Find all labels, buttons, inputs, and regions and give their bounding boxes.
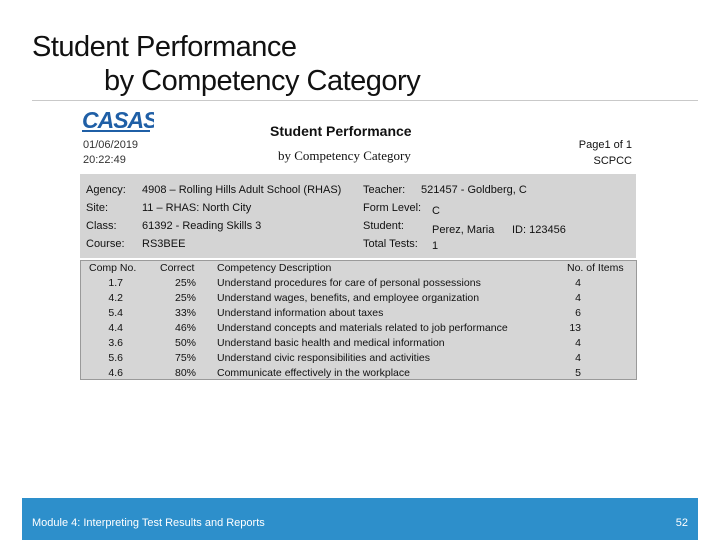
class-label: Class:	[86, 220, 117, 232]
cell-no-of-items: 4	[575, 292, 581, 304]
cell-no-of-items: 4	[575, 337, 581, 349]
cell-description: Understand procedures for care of person…	[217, 277, 481, 289]
slide-title: Student Performance by Competency Catego…	[32, 30, 421, 98]
teacher-value: 521457 - Goldberg, C	[421, 184, 527, 196]
casas-logo: CASAS	[80, 106, 154, 134]
cell-correct: 46%	[174, 322, 196, 334]
cell-description: Understand civic responsibilities and ac…	[217, 352, 431, 364]
cell-no-of-items: 4	[575, 277, 581, 289]
column-header-correct: Correct	[160, 262, 195, 274]
student-id: ID: 123456	[512, 224, 566, 236]
report-time: 20:22:49	[83, 154, 126, 166]
report-code: SCPCC	[593, 155, 632, 167]
class-value: 61392 - Reading Skills 3	[142, 220, 262, 232]
cell-correct: 33%	[174, 307, 196, 319]
title-divider	[32, 100, 698, 101]
cell-correct: 80%	[174, 367, 196, 379]
total-tests-value: 1	[432, 240, 439, 252]
cell-no-of-items: 5	[575, 367, 581, 379]
student-label: Student:	[363, 220, 404, 232]
cell-correct: 25%	[174, 277, 196, 289]
cell-description: Communicate effectively in the workplace	[217, 367, 410, 379]
total-tests-label: Total Tests:	[363, 238, 418, 250]
slide-title-line-2: by Competency Category	[104, 65, 421, 97]
cell-comp-no: 4.6	[108, 367, 123, 379]
cell-correct: 75%	[174, 352, 196, 364]
cell-description: Understand wages, benefits, and employee…	[217, 292, 480, 304]
casas-logo-text: CASAS	[82, 107, 154, 133]
footer-page-number: 52	[675, 517, 688, 529]
competency-table: Comp No. Correct Competency Description …	[80, 260, 637, 380]
footer-text: Module 4: Interpreting Test Results and …	[32, 517, 265, 529]
report-page: Page1 of 1	[578, 139, 632, 151]
cell-comp-no: 3.6	[108, 337, 123, 349]
cell-no-of-items: 6	[575, 307, 581, 319]
table-row: 4.4 46% Understand concepts and materials …	[81, 321, 636, 336]
slide-title-line-1: Student Performance	[32, 31, 297, 63]
cell-correct: 25%	[174, 292, 196, 304]
cell-description: Understand concepts and materials relate…	[217, 322, 508, 334]
cell-comp-no: 5.4	[108, 307, 123, 319]
cell-correct: 50%	[174, 337, 196, 349]
cell-comp-no: 4.2	[108, 292, 123, 304]
report-datetime: 01/06/2019 20:22:49	[83, 138, 138, 168]
table-row: 5.4 33% Understand information about taxes…	[81, 306, 636, 321]
column-header-comp-no: Comp No.	[89, 262, 137, 274]
teacher-label: Teacher:	[363, 184, 406, 196]
cell-comp-no: 5.6	[108, 352, 123, 364]
report-title: Student Performance	[270, 123, 412, 139]
student-value: Perez, Maria	[432, 224, 495, 236]
report-page-info: Page1 of 1 SCPCC	[579, 137, 632, 169]
cell-description: Understand basic health and medical info…	[217, 337, 445, 349]
form-level-value: C	[432, 205, 440, 217]
report-date: 01/06/2019	[83, 139, 139, 151]
table-row: 5.6 75% Understand civic responsibilities …	[81, 351, 636, 366]
slide-footer: Module 4: Interpreting Test Results and …	[22, 498, 698, 540]
site-label: Site:	[86, 202, 109, 214]
course-label: Course:	[86, 238, 125, 250]
table-row: 4.6 80% Communicate effectively in the wor…	[81, 366, 636, 381]
report-image: CASAS Student Performance by Competency …	[80, 104, 638, 394]
report-info-panel: Agency: 4908 – Rolling Hills Adult Schoo…	[80, 174, 636, 258]
column-header-no-of-items: No. of Items	[567, 262, 624, 274]
table-row: 4.2 25% Understand wages, benefits, and em…	[81, 291, 636, 306]
cell-no-of-items: 4	[575, 352, 581, 364]
cell-description: Understand information about taxes	[217, 307, 384, 319]
report-subtitle: by Competency Category	[278, 148, 411, 163]
column-header-description: Competency Description	[217, 262, 332, 274]
cell-comp-no: 4.4	[108, 322, 123, 334]
course-value: RS3BEE	[142, 238, 186, 250]
site-value: 11 – RHAS: North City	[142, 202, 252, 214]
cell-no-of-items: 13	[569, 322, 581, 334]
agency-label: Agency:	[86, 184, 126, 196]
cell-comp-no: 1.7	[108, 277, 123, 289]
table-row: 3.6 50% Understand basic health and medica…	[81, 336, 636, 351]
agency-value: 4908 – Rolling Hills Adult School (RHAS)	[142, 184, 342, 196]
form-level-label: Form Level:	[363, 202, 422, 214]
table-row: 1.7 25% Understand procedures for care of …	[81, 276, 636, 291]
